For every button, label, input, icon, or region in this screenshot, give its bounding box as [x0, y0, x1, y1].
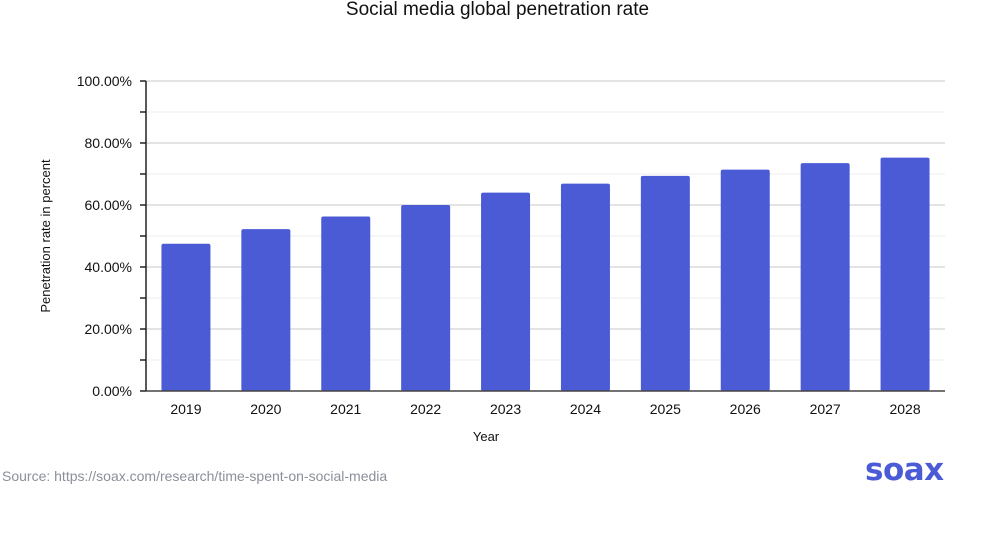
soax-logo: soax [865, 452, 944, 488]
x-tick-label: 2025 [650, 401, 681, 417]
x-tick-label: 2019 [170, 401, 201, 417]
bar-2027 [800, 163, 850, 391]
bar-2023 [481, 192, 531, 391]
y-tick-label: 60.00% [85, 197, 132, 213]
bar-2020 [241, 229, 291, 391]
bar-2024 [560, 183, 610, 391]
bar-2025 [640, 175, 690, 391]
y-tick-label: 0.00% [92, 383, 132, 399]
y-axis-label: Penetration rate in percent [38, 159, 53, 313]
bar-2022 [401, 205, 451, 391]
x-tick-label: 2027 [810, 401, 841, 417]
x-tick-label: 2022 [410, 401, 441, 417]
bar-2028 [880, 157, 930, 391]
x-tick-label: 2024 [570, 401, 601, 417]
y-tick-label: 80.00% [85, 135, 132, 151]
x-tick-label: 2021 [330, 401, 361, 417]
bar-2021 [321, 216, 371, 391]
x-axis-label: Year [473, 429, 500, 444]
y-tick-label: 40.00% [85, 259, 132, 275]
x-tick-label: 2020 [250, 401, 281, 417]
x-tick-label: 2028 [889, 401, 920, 417]
y-tick-label: 20.00% [85, 321, 132, 337]
chart-title: Social media global penetration rate [345, 0, 650, 20]
x-tick-label: 2023 [490, 401, 521, 417]
source-note: Source: https://soax.com/research/time-s… [2, 468, 388, 484]
bar-2026 [720, 169, 770, 391]
y-tick-label: 100.00% [77, 73, 132, 89]
x-tick-label: 2026 [730, 401, 761, 417]
bar-2019 [161, 243, 211, 391]
